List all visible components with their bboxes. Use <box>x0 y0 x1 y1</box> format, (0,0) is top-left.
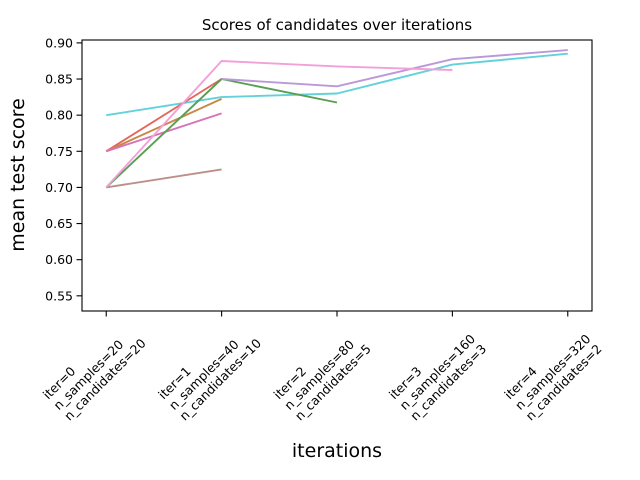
y-axis-ticks: 0.55 0.60 0.65 0.70 0.75 0.80 0.85 0.90 <box>45 35 82 303</box>
y-tick-label: 0.65 <box>45 216 73 231</box>
x-tick-label-group: iter=0n_samples=20n_candidates=20 <box>40 336 149 424</box>
series-layer <box>105 49 568 189</box>
y-axis-label: mean test score <box>7 98 29 252</box>
series-line-candidate-brown <box>106 168 222 189</box>
x-tick-label-group: iter=1n_samples=40n_candidates=10 <box>155 336 264 424</box>
y-tick-label: 0.85 <box>45 72 73 87</box>
chart-title: Scores of candidates over iterations <box>202 16 472 34</box>
plot-area <box>82 40 592 311</box>
x-axis-ticks: iter=0n_samples=20n_candidates=20 iter=1n… <box>40 311 605 423</box>
y-tick-label: 0.70 <box>45 180 73 195</box>
y-tick-label: 0.60 <box>45 252 73 267</box>
series-line-candidate-pink <box>105 60 453 189</box>
series-line-candidate-red <box>105 78 223 153</box>
x-axis-label: iterations <box>292 440 382 462</box>
y-tick-label: 0.55 <box>45 288 73 303</box>
y-tick-label: 0.75 <box>45 144 73 159</box>
y-tick-label: 0.90 <box>45 35 73 50</box>
x-tick-label-group: iter=2n_samples=80n_candidates=5 <box>271 337 374 424</box>
series-line-candidate-plum <box>221 49 568 88</box>
y-tick-label: 0.80 <box>45 108 73 123</box>
